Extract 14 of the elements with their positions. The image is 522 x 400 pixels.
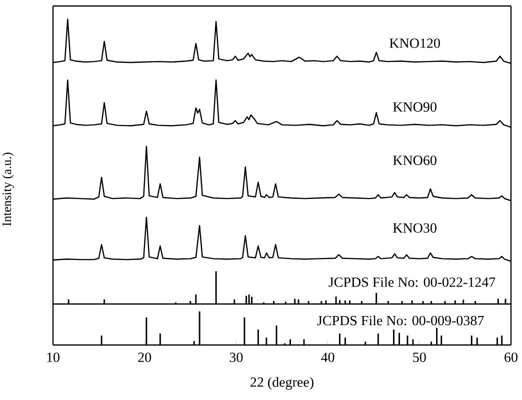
series-label: KNO60	[393, 156, 436, 166]
y-axis-title: Intensity (a.u.)	[2, 152, 14, 226]
x-axis-title: 22 (degree)	[250, 376, 314, 390]
x-tick-label: 50	[413, 352, 426, 362]
series-label: JCPDS File No: 00-009-0387	[317, 315, 484, 326]
x-tick-label: 20	[138, 352, 152, 362]
series-label: KNO120	[390, 38, 440, 48]
series-label: JCPDS File No: 00-022-1247	[328, 277, 496, 287]
series-label: KNO30	[393, 223, 436, 233]
x-tick-label: 40	[321, 352, 334, 362]
series-label: KNO90	[393, 102, 436, 112]
x-tick-label: 10	[47, 352, 60, 362]
x-tick-label: 30	[230, 352, 243, 362]
x-tick-label: 60	[504, 352, 518, 362]
